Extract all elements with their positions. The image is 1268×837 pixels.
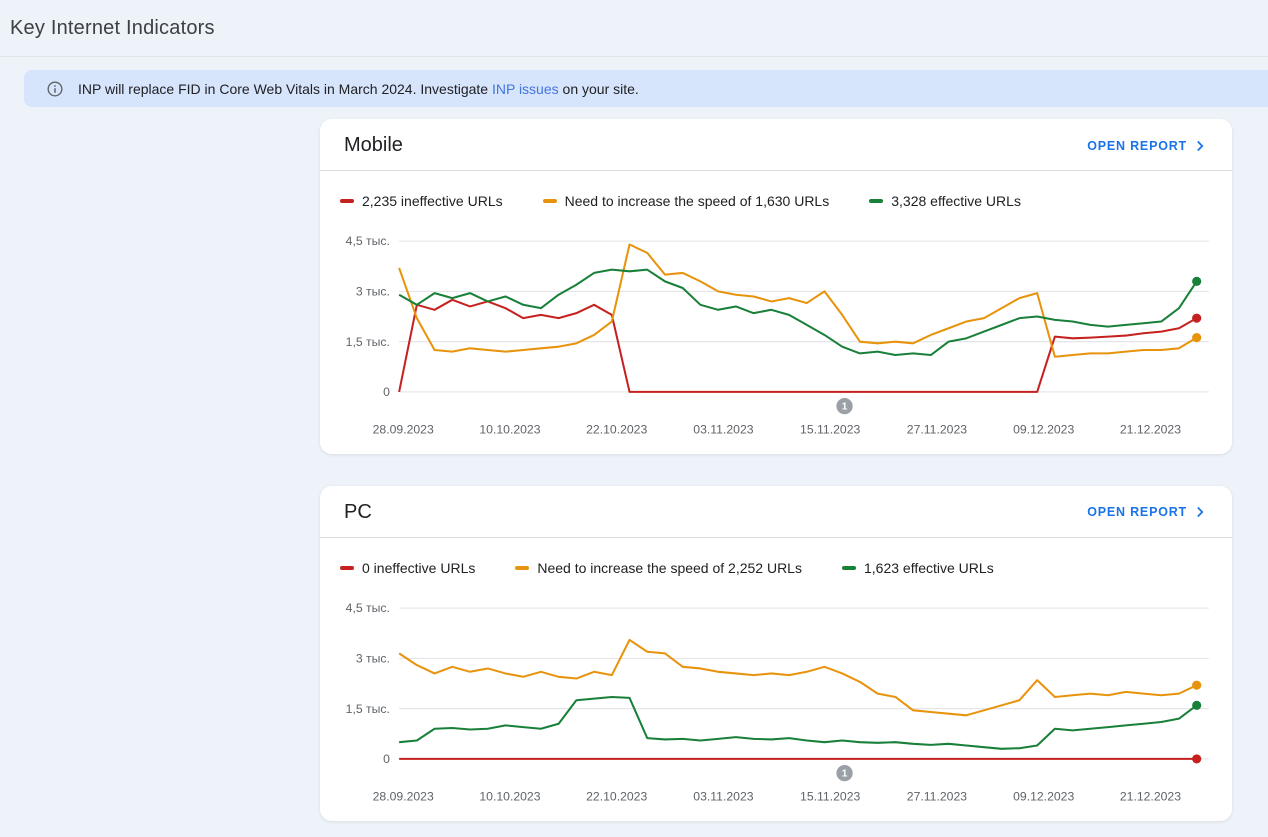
series-line[interactable]	[398, 243, 1198, 358]
card-title-pc: PC	[344, 500, 372, 523]
x-tick-label: 10.10.2023	[479, 423, 540, 437]
legend-dash-orange	[515, 565, 530, 570]
y-tick-label: 0	[383, 385, 390, 399]
x-tick-label: 28.09.2023	[373, 423, 434, 437]
core-vitals-chart-mobile[interactable]: 4,5 тыс. 3 тыс. 1,5 тыс. 0 28.09.2023 10.10.2…	[320, 213, 1232, 454]
open-report-link-mobile[interactable]: OPEN REPORT	[1087, 138, 1208, 154]
open-report-link-pc[interactable]: OPEN REPORT	[1087, 504, 1208, 520]
series-end-dot	[1192, 700, 1202, 710]
legend-dash-orange	[542, 199, 557, 203]
pc-card: PC OPEN REPORT 0 ineffective URLs Need t…	[320, 485, 1232, 821]
main-content: Mobile OPEN REPORT 2,235 ineffective URL…	[320, 119, 1232, 821]
x-tick-label: 28.09.2023	[373, 789, 434, 803]
series-end-dot	[1192, 276, 1202, 286]
annotation-marker-label: 1	[842, 769, 848, 780]
annotation-marker[interactable]	[836, 764, 853, 782]
chart-legend-pc: 0 ineffective URLs Need to increase the …	[320, 538, 1232, 580]
y-tick-label: 1,5 тыс.	[346, 702, 390, 716]
legend-dash-green	[869, 199, 884, 203]
banner-text: INP will replace FID in Core Web Vitals …	[78, 81, 639, 97]
annotation-marker[interactable]	[836, 398, 853, 415]
series-line[interactable]	[398, 268, 1198, 357]
series-end-dot	[1192, 333, 1202, 343]
card-header: PC OPEN REPORT	[320, 486, 1232, 537]
x-tick-label: 27.11.2023	[907, 789, 967, 803]
line-chart-mobile[interactable]: 4,5 тыс. 3 тыс. 1,5 тыс. 0 28.09.2023 10.10.2…	[338, 233, 1214, 442]
legend-item-need-speed[interactable]: Need to increase the speed of 1,630 URLs	[542, 193, 830, 209]
x-tick-label: 10.10.2023	[479, 789, 540, 803]
legend-label: 0 ineffective URLs	[362, 559, 476, 576]
banner-text-after: on your site.	[558, 80, 639, 97]
x-tick-label: 15.11.2023	[800, 789, 860, 803]
series-end-dot	[1192, 313, 1202, 323]
x-tick-label: 27.11.2023	[907, 423, 967, 437]
y-tick-label: 0	[383, 752, 390, 766]
page-title: Key Internet Indicators	[10, 16, 215, 39]
card-divider	[320, 536, 1232, 538]
legend-item-effective[interactable]: 3,328 effective URLs	[869, 193, 1021, 209]
chart-legend-mobile: 2,235 ineffective URLs Need to increase …	[320, 171, 1232, 213]
info-icon	[46, 80, 64, 98]
legend-label: 3,328 effective URLs	[891, 193, 1021, 209]
series-line[interactable]	[398, 298, 1198, 393]
legend-label: Need to increase the speed of 1,630 URLs	[564, 193, 830, 209]
x-tick-label: 21.12.2023	[1120, 789, 1181, 803]
y-tick-label: 4,5 тыс.	[346, 234, 390, 248]
chevron-right-icon	[1197, 507, 1204, 518]
x-tick-label: 09.12.2023	[1013, 423, 1074, 437]
annotation-marker-label: 1	[842, 402, 848, 413]
series-end-dot	[1192, 754, 1202, 764]
legend-item-ineffective[interactable]: 0 ineffective URLs	[340, 560, 475, 576]
inp-issues-link[interactable]: INP issues	[491, 80, 559, 97]
x-tick-label: 22.10.2023	[586, 423, 647, 437]
legend-item-need-speed[interactable]: Need to increase the speed of 2,252 URLs	[515, 560, 802, 576]
inp-notice-banner: INP will replace FID in Core Web Vitals …	[24, 70, 1268, 107]
series-line[interactable]	[399, 695, 1198, 750]
chevron-right-icon	[1197, 140, 1204, 151]
legend-item-effective[interactable]: 1,623 effective URLs	[841, 559, 994, 576]
x-tick-label: 09.12.2023	[1013, 789, 1074, 803]
legend-item-ineffective[interactable]: 2,235 ineffective URLs	[340, 193, 503, 209]
card-divider	[320, 170, 1232, 171]
mobile-card: Mobile OPEN REPORT 2,235 ineffective URL…	[320, 119, 1232, 454]
legend-label: Need to increase the speed of 2,252 URLs	[537, 559, 802, 576]
y-tick-label: 4,5 тыс.	[346, 601, 390, 615]
core-vitals-chart-pc[interactable]: 4,5 тыс. 3 тыс. 1,5 тыс. 0 28.09.2023 10.10.2…	[320, 580, 1232, 821]
line-chart-pc[interactable]: 4,5 тыс. 3 тыс. 1,5 тыс. 0 28.09.2023 10.10.2…	[338, 600, 1214, 809]
banner-text-before: INP will replace FID in Core Web Vitals …	[78, 80, 492, 97]
legend-dash-green	[841, 565, 856, 570]
x-tick-label: 03.11.2023	[693, 789, 753, 803]
page-header: Key Internet Indicators	[0, 0, 1268, 57]
open-report-label: OPEN REPORT	[1087, 138, 1187, 153]
legend-label: 1,623 effective URLs	[863, 559, 994, 576]
y-tick-label: 1,5 тыс.	[346, 335, 390, 349]
open-report-label: OPEN REPORT	[1087, 505, 1187, 520]
series-line[interactable]	[398, 638, 1198, 717]
x-tick-label: 22.10.2023	[586, 789, 647, 803]
y-tick-label: 3 тыс.	[356, 284, 390, 298]
x-tick-label: 21.12.2023	[1120, 423, 1181, 437]
legend-dash-red	[340, 199, 354, 203]
series-end-dot	[1192, 680, 1202, 690]
x-tick-label: 03.11.2023	[693, 423, 753, 437]
y-tick-label: 3 тыс.	[356, 651, 390, 665]
card-header: Mobile OPEN REPORT	[320, 119, 1232, 170]
legend-dash-red	[340, 565, 354, 570]
x-tick-label: 15.11.2023	[800, 423, 860, 437]
card-title-mobile: Mobile	[344, 134, 403, 156]
legend-label: 2,235 ineffective URLs	[362, 193, 503, 209]
